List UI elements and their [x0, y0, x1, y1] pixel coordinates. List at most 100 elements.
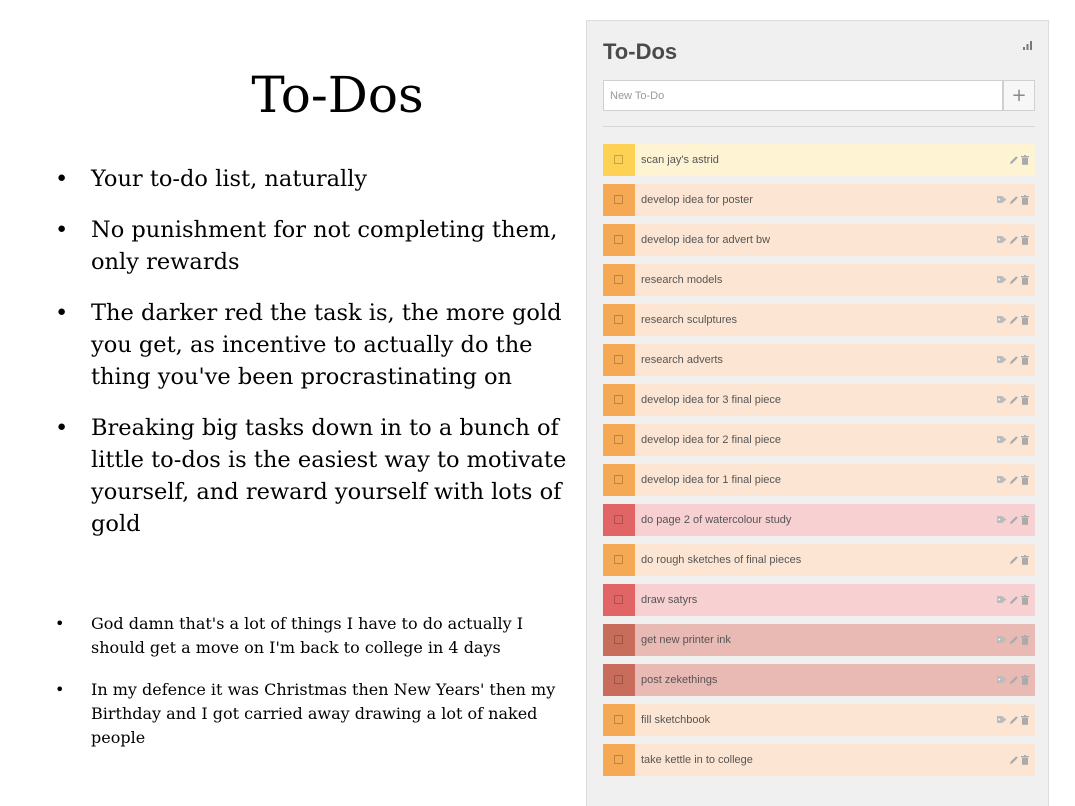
todo-item[interactable]: develop idea for 2 final piece	[603, 424, 1035, 456]
tag-icon[interactable]	[997, 475, 1007, 484]
todo-item[interactable]: scan jay's astrid	[603, 144, 1035, 176]
pencil-icon[interactable]	[1009, 235, 1019, 245]
bullet-item: The darker red the task is, the more gol…	[55, 297, 575, 393]
pencil-icon[interactable]	[1009, 475, 1019, 485]
todo-text: scan jay's astrid	[641, 154, 719, 166]
todo-actions	[1009, 154, 1029, 165]
tag-icon[interactable]	[997, 595, 1007, 604]
todo-item[interactable]: do rough sketches of final pieces	[603, 544, 1035, 576]
trash-icon[interactable]	[1021, 314, 1029, 325]
trash-icon[interactable]	[1021, 154, 1029, 165]
todo-item[interactable]: develop idea for 1 final piece	[603, 464, 1035, 496]
tag-icon[interactable]	[997, 235, 1007, 244]
todo-body: do rough sketches of final pieces	[635, 544, 1035, 576]
pencil-icon[interactable]	[1009, 275, 1019, 285]
todo-color-handle	[603, 184, 635, 216]
trash-icon[interactable]	[1021, 354, 1029, 365]
trash-icon[interactable]	[1021, 714, 1029, 725]
trash-icon[interactable]	[1021, 634, 1029, 645]
todo-checkbox[interactable]	[614, 355, 623, 364]
pencil-icon[interactable]	[1009, 555, 1019, 565]
tag-icon[interactable]	[997, 195, 1007, 204]
bullet-item: Your to-do list, naturally	[55, 163, 575, 195]
todo-color-handle	[603, 704, 635, 736]
trash-icon[interactable]	[1021, 474, 1029, 485]
trash-icon[interactable]	[1021, 234, 1029, 245]
todo-body: get new printer ink	[635, 624, 1035, 656]
todo-checkbox[interactable]	[614, 595, 623, 604]
signal-icon	[1023, 41, 1032, 50]
todo-item[interactable]: research models	[603, 264, 1035, 296]
todo-checkbox[interactable]	[614, 475, 623, 484]
todo-item[interactable]: develop idea for 3 final piece	[603, 384, 1035, 416]
pencil-icon[interactable]	[1009, 435, 1019, 445]
todo-body: draw satyrs	[635, 584, 1035, 616]
trash-icon[interactable]	[1021, 434, 1029, 445]
tag-icon[interactable]	[997, 395, 1007, 404]
pencil-icon[interactable]	[1009, 755, 1019, 765]
trash-icon[interactable]	[1021, 194, 1029, 205]
trash-icon[interactable]	[1021, 554, 1029, 565]
pencil-icon[interactable]	[1009, 595, 1019, 605]
todo-checkbox[interactable]	[614, 675, 623, 684]
todo-item[interactable]: research sculptures	[603, 304, 1035, 336]
todos-panel: To-Dos + scan jay's astrid develop idea f…	[586, 20, 1049, 806]
todo-body: post zekethings	[635, 664, 1035, 696]
tag-icon[interactable]	[997, 635, 1007, 644]
todo-item[interactable]: research adverts	[603, 344, 1035, 376]
todo-checkbox[interactable]	[614, 755, 623, 764]
pencil-icon[interactable]	[1009, 675, 1019, 685]
todo-checkbox[interactable]	[614, 275, 623, 284]
pencil-icon[interactable]	[1009, 315, 1019, 325]
todo-text: research models	[641, 274, 723, 286]
tag-icon[interactable]	[997, 315, 1007, 324]
todo-checkbox[interactable]	[614, 395, 623, 404]
todo-color-handle	[603, 144, 635, 176]
todo-item[interactable]: fill sketchbook	[603, 704, 1035, 736]
pencil-icon[interactable]	[1009, 715, 1019, 725]
todo-checkbox[interactable]	[614, 555, 623, 564]
pencil-icon[interactable]	[1009, 195, 1019, 205]
pencil-icon[interactable]	[1009, 635, 1019, 645]
trash-icon[interactable]	[1021, 514, 1029, 525]
todo-actions	[997, 674, 1029, 685]
todo-item[interactable]: post zekethings	[603, 664, 1035, 696]
pencil-icon[interactable]	[1009, 395, 1019, 405]
pencil-icon[interactable]	[1009, 355, 1019, 365]
trash-icon[interactable]	[1021, 274, 1029, 285]
todo-checkbox[interactable]	[614, 235, 623, 244]
trash-icon[interactable]	[1021, 674, 1029, 685]
new-todo-input[interactable]	[603, 80, 1003, 111]
todo-checkbox[interactable]	[614, 155, 623, 164]
todo-item[interactable]: get new printer ink	[603, 624, 1035, 656]
todo-checkbox[interactable]	[614, 515, 623, 524]
todo-item[interactable]: develop idea for advert bw	[603, 224, 1035, 256]
tag-icon[interactable]	[997, 515, 1007, 524]
trash-icon[interactable]	[1021, 394, 1029, 405]
tag-icon[interactable]	[997, 435, 1007, 444]
trash-icon[interactable]	[1021, 594, 1029, 605]
tag-icon[interactable]	[997, 715, 1007, 724]
todo-actions	[997, 394, 1029, 405]
todo-checkbox[interactable]	[614, 315, 623, 324]
trash-icon[interactable]	[1021, 754, 1029, 765]
todo-body: take kettle in to college	[635, 744, 1035, 776]
pencil-icon[interactable]	[1009, 515, 1019, 525]
tag-icon[interactable]	[997, 355, 1007, 364]
todo-checkbox[interactable]	[614, 715, 623, 724]
tag-icon[interactable]	[997, 275, 1007, 284]
todo-body: scan jay's astrid	[635, 144, 1035, 176]
todo-checkbox[interactable]	[614, 195, 623, 204]
todo-color-handle	[603, 504, 635, 536]
todo-checkbox[interactable]	[614, 635, 623, 644]
pencil-icon[interactable]	[1009, 155, 1019, 165]
tag-icon[interactable]	[997, 675, 1007, 684]
add-todo-button[interactable]: +	[1003, 80, 1035, 111]
todo-item[interactable]: do page 2 of watercolour study	[603, 504, 1035, 536]
todo-item[interactable]: draw satyrs	[603, 584, 1035, 616]
todo-checkbox[interactable]	[614, 435, 623, 444]
todo-text: get new printer ink	[641, 634, 731, 646]
todo-color-handle	[603, 544, 635, 576]
todo-item[interactable]: take kettle in to college	[603, 744, 1035, 776]
todo-item[interactable]: develop idea for poster	[603, 184, 1035, 216]
